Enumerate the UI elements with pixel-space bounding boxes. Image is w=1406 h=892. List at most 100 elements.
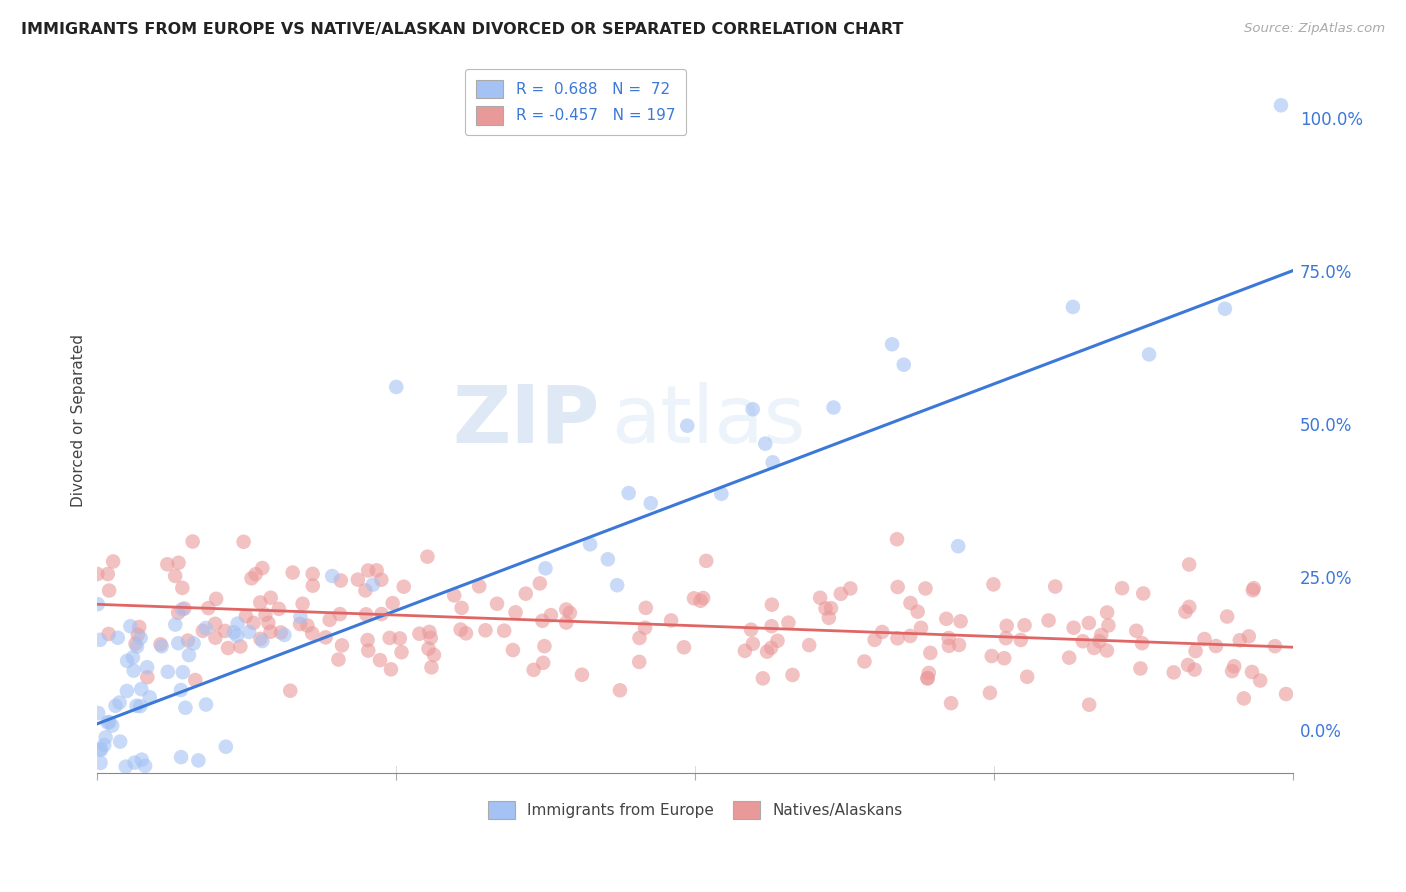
Point: [935, 612, 957, 626]
Point: [167, 636, 190, 650]
Point: [1090, 628, 1112, 642]
Point: [994, 631, 1017, 645]
Point: [136, 670, 159, 684]
Point: [920, 646, 942, 660]
Point: [596, 552, 619, 566]
Point: [1229, 633, 1251, 648]
Point: [683, 591, 706, 606]
Point: [555, 602, 578, 616]
Point: [1205, 639, 1227, 653]
Point: [226, 616, 249, 631]
Point: [468, 579, 491, 593]
Point: [1045, 580, 1067, 594]
Point: [93, 738, 115, 752]
Point: [1071, 634, 1094, 648]
Point: [181, 534, 204, 549]
Point: [571, 667, 593, 681]
Point: [1010, 632, 1032, 647]
Point: [1062, 300, 1084, 314]
Point: [893, 358, 915, 372]
Point: [267, 602, 290, 616]
Point: [418, 641, 440, 656]
Point: [380, 662, 402, 676]
Point: [129, 699, 152, 714]
Point: [194, 621, 217, 635]
Point: [354, 607, 377, 622]
Point: [330, 639, 353, 653]
Point: [131, 753, 153, 767]
Point: [385, 380, 408, 394]
Point: [90, 743, 112, 757]
Point: [609, 683, 631, 698]
Point: [880, 337, 903, 351]
Point: [420, 660, 443, 674]
Point: [125, 698, 148, 713]
Point: [273, 628, 295, 642]
Point: [1088, 634, 1111, 648]
Point: [494, 624, 516, 638]
Point: [354, 583, 377, 598]
Point: [782, 668, 804, 682]
Point: [1063, 621, 1085, 635]
Point: [195, 698, 218, 712]
Point: [205, 591, 228, 606]
Point: [531, 614, 554, 628]
Point: [917, 672, 939, 686]
Point: [676, 418, 699, 433]
Point: [1095, 606, 1118, 620]
Point: [579, 537, 602, 551]
Point: [184, 673, 207, 687]
Point: [215, 739, 238, 754]
Point: [485, 597, 508, 611]
Point: [172, 581, 194, 595]
Point: [238, 624, 260, 639]
Point: [301, 566, 323, 581]
Point: [761, 598, 783, 612]
Point: [129, 682, 152, 697]
Point: [226, 629, 249, 643]
Point: [450, 601, 472, 615]
Point: [232, 534, 254, 549]
Point: [1237, 629, 1260, 643]
Point: [87, 706, 110, 720]
Point: [914, 582, 936, 596]
Point: [89, 632, 111, 647]
Legend: Immigrants from Europe, Natives/Alaskans: Immigrants from Europe, Natives/Alaskans: [482, 795, 908, 825]
Point: [408, 626, 430, 640]
Point: [150, 640, 173, 654]
Point: [245, 567, 267, 582]
Point: [187, 754, 209, 768]
Point: [98, 583, 121, 598]
Point: [173, 601, 195, 615]
Point: [222, 625, 245, 640]
Point: [418, 624, 440, 639]
Point: [946, 539, 969, 553]
Text: ZIP: ZIP: [453, 382, 599, 459]
Point: [762, 455, 785, 469]
Point: [318, 613, 340, 627]
Point: [1111, 581, 1133, 595]
Point: [766, 633, 789, 648]
Point: [115, 654, 138, 668]
Point: [1178, 599, 1201, 614]
Point: [235, 609, 257, 624]
Point: [104, 698, 127, 713]
Point: [900, 596, 922, 610]
Point: [1095, 643, 1118, 657]
Point: [368, 653, 391, 667]
Point: [1014, 618, 1036, 632]
Point: [938, 631, 960, 645]
Point: [191, 624, 214, 638]
Point: [416, 549, 439, 564]
Point: [392, 580, 415, 594]
Point: [301, 579, 323, 593]
Point: [156, 558, 179, 572]
Point: [114, 759, 136, 773]
Point: [741, 402, 763, 417]
Point: [183, 636, 205, 650]
Point: [328, 652, 350, 666]
Point: [634, 621, 657, 635]
Point: [357, 564, 380, 578]
Point: [252, 634, 274, 648]
Point: [523, 663, 546, 677]
